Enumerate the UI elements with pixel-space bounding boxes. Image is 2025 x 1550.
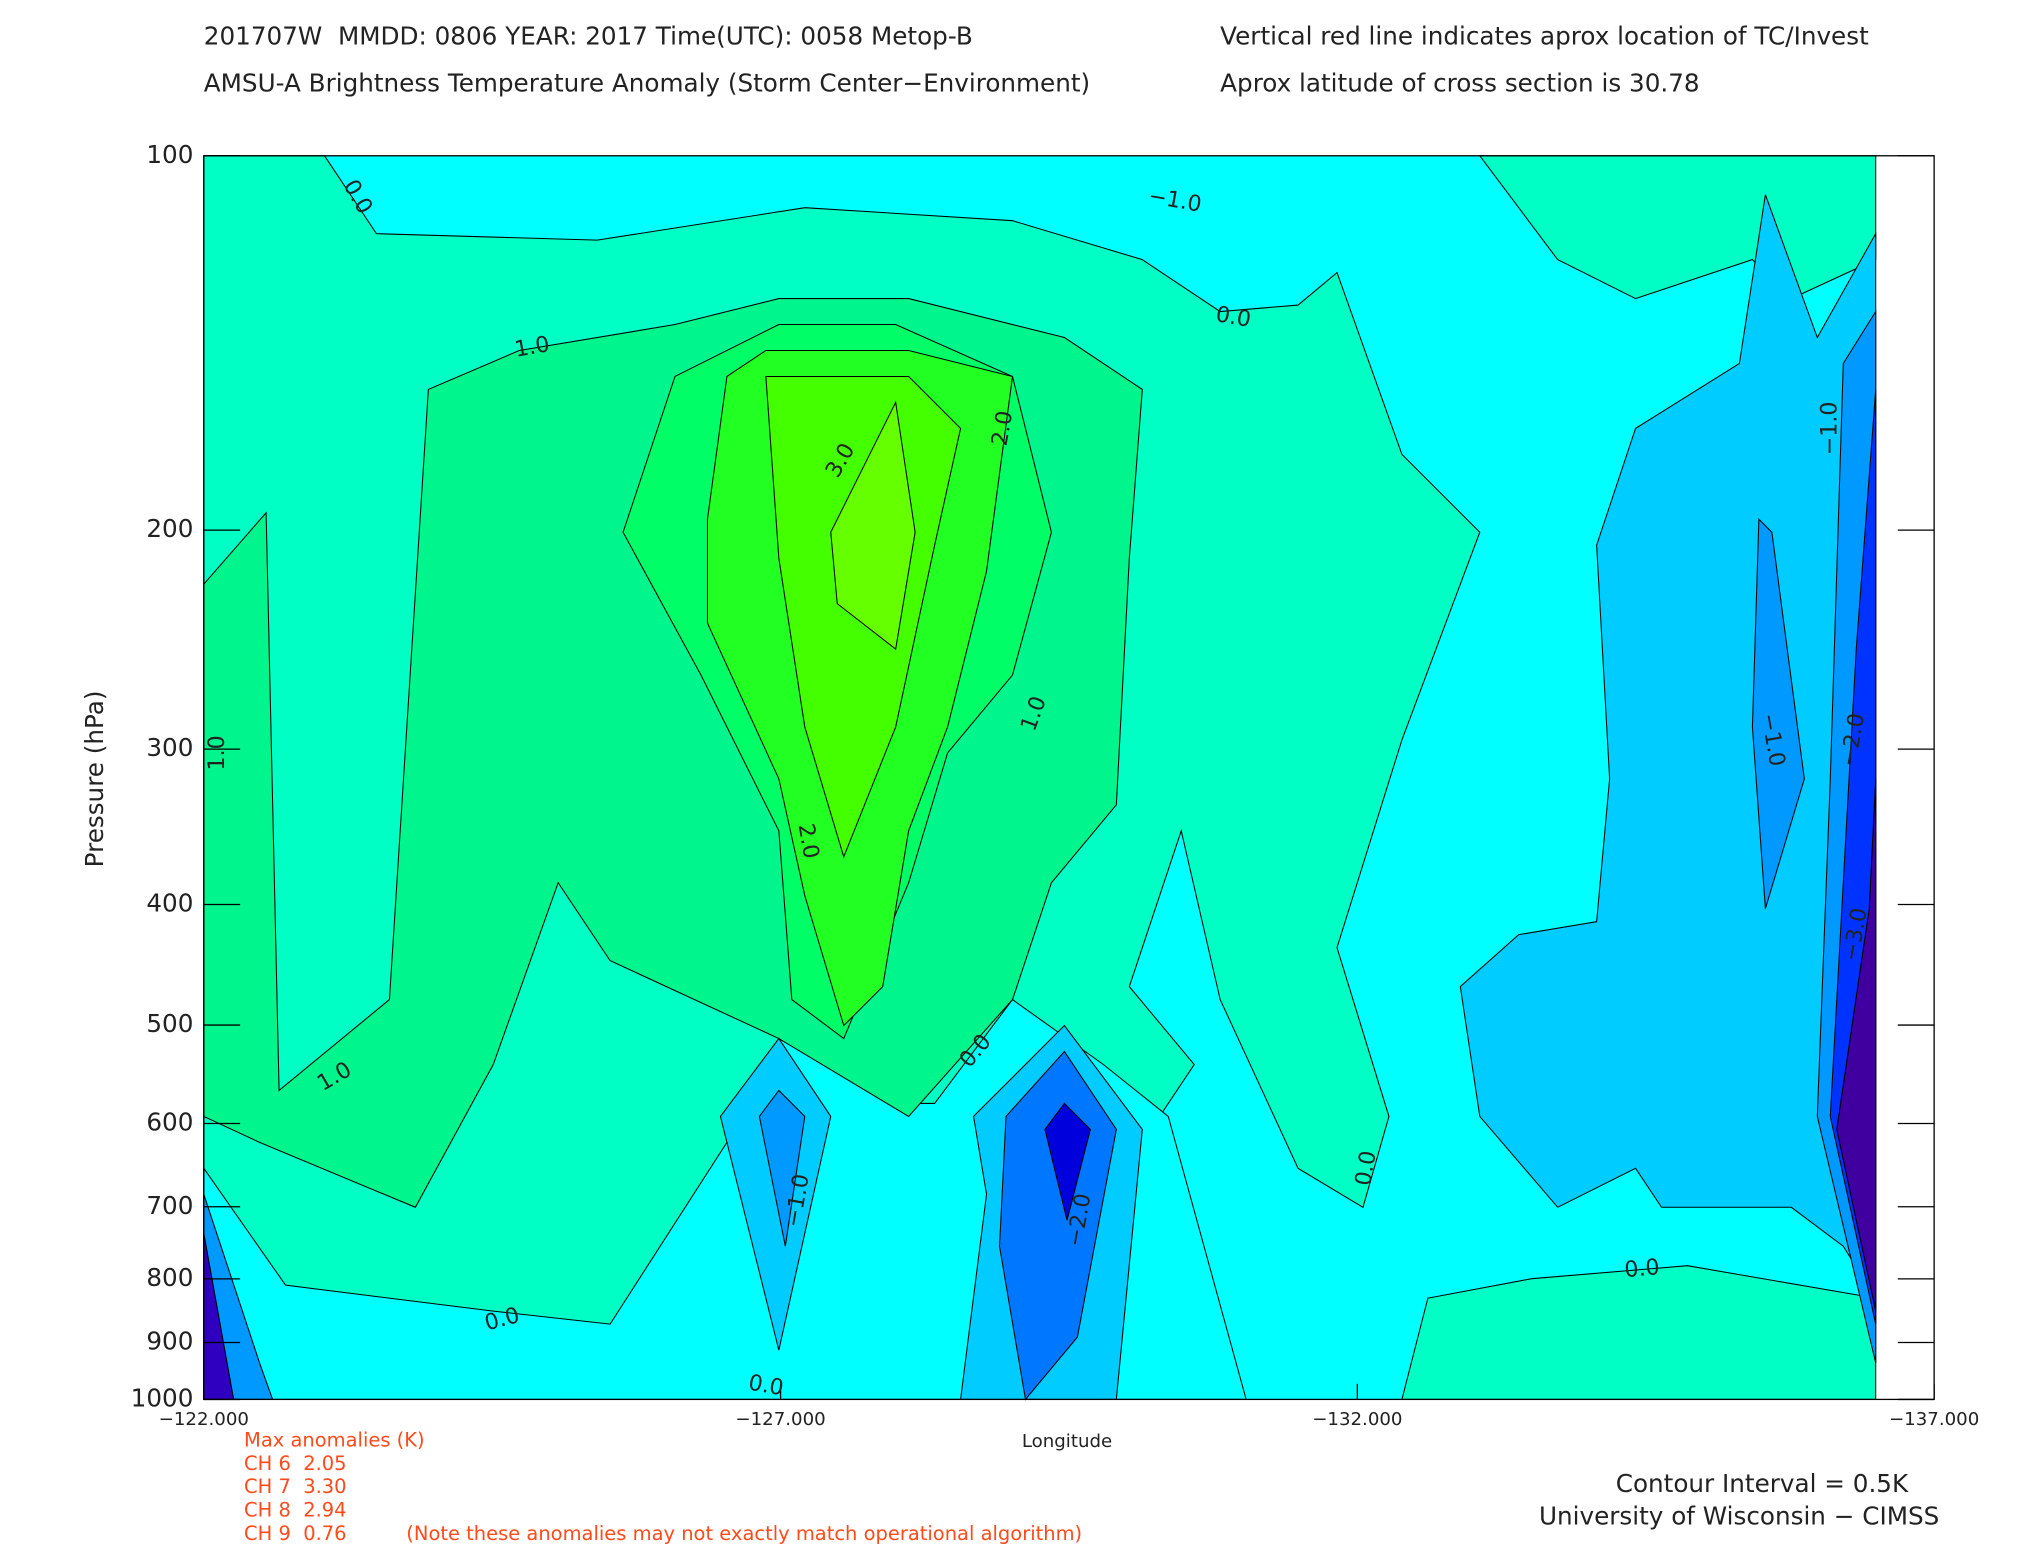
contour-fill [830,400,916,651]
contour-label: 1.0 [205,735,230,770]
y-tick-label: 600 [146,1108,193,1137]
contour-label: 1.0 [513,332,552,363]
annotation: Contour Interval = 0.5K [1616,1469,1909,1498]
note: Vertical red line indicates aprox locati… [1220,22,1869,51]
y-tick-label: 900 [146,1327,193,1356]
y-tick-label: 700 [146,1191,193,1220]
y-tick-label: 200 [146,514,193,543]
contour-label: 0.0 [1351,1149,1382,1188]
contour-fill [1751,518,1805,909]
plot-frame [203,155,1935,1401]
subtitle: AMSU-A Brightness Temperature Anomaly (S… [204,68,1090,97]
y-tick-label: 400 [146,889,193,918]
contour-fill [758,1089,806,1247]
y-tick-label: 100 [146,140,193,169]
contour-label: 0.0 [1623,1255,1660,1283]
note: Aprox latitude of cross section is 30.78 [1220,68,1699,97]
annotation: CH 9 0.76 [244,1522,347,1545]
x-tick-label: −137.000 [1889,1409,1979,1430]
contour-fills [203,155,1877,1401]
contour-fill [1836,778,1877,1312]
y-axis-title: Pressure (hPa) [80,690,109,867]
x-tick-label: −132.000 [1312,1409,1402,1430]
y-tick-label: 800 [146,1263,193,1292]
x-axis-title: Longitude [1022,1431,1112,1452]
contour-label: 2.0 [793,822,824,861]
title: 201707W MMDD: 0806 YEAR: 2017 Time(UTC):… [204,22,973,51]
contour-label: 0.0 [747,1371,786,1402]
contour-fill [1459,194,1877,1300]
annotation: CH 8 2.94 [244,1499,347,1522]
annotation: (Note these anomalies may not exactly ma… [406,1522,1082,1545]
contour-label: 2.0 [988,409,1019,448]
y-tick-label: 1000 [131,1383,194,1412]
annotation: University of Wisconsin − CIMSS [1539,1502,1939,1531]
annotation: Max anomalies (K) [244,1428,425,1451]
x-tick-label: −122.000 [159,1409,249,1430]
y-tick-label: 500 [146,1009,193,1038]
contour-fill [1044,1102,1091,1221]
y-tick-label: 300 [146,733,193,762]
x-tick-label: −127.000 [735,1409,825,1430]
annotation: CH 6 2.05 [244,1452,347,1475]
annotation: CH 7 3.30 [244,1475,347,1498]
contour-label: −1.0 [1817,402,1842,456]
contour-label: 0.0 [1214,302,1253,333]
